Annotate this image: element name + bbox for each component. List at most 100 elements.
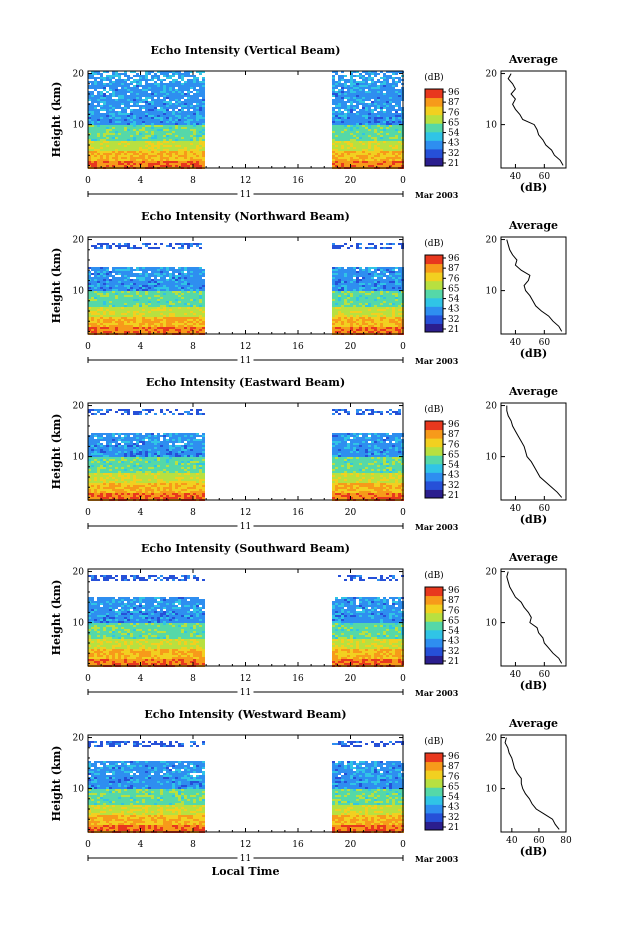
heatmap-cell (136, 83, 139, 85)
heatmap-cell (362, 83, 365, 85)
heatmap-cell (202, 103, 205, 105)
heatmap-cell (350, 129, 353, 131)
heatmap-cell (124, 103, 127, 105)
heatmap-cell (181, 121, 184, 123)
heatmap-cell (332, 115, 335, 117)
heatmap-cell (175, 321, 178, 323)
heatmap-cell (199, 95, 202, 97)
heatmap-cell (127, 107, 130, 109)
colorbar-swatch (425, 123, 443, 133)
heatmap-cell (136, 275, 139, 277)
heatmap-cell (377, 121, 380, 123)
heatmap-cell (133, 111, 136, 113)
heatmap-cell (106, 137, 109, 139)
heatmap-cell (199, 277, 202, 279)
heatmap-cell (341, 139, 344, 141)
heatmap-cell (187, 247, 190, 249)
heatmap-cell (88, 307, 91, 309)
heatmap-cell (139, 107, 142, 109)
heatmap-cell (172, 93, 175, 95)
heatmap-cell (383, 85, 386, 87)
heatmap-cell (178, 311, 181, 313)
heatmap-cell (154, 107, 157, 109)
heatmap-cell (124, 97, 127, 99)
heatmap-cell (359, 151, 362, 153)
heatmap-cell (332, 305, 335, 307)
heatmap-cell (166, 283, 169, 285)
heatmap-cell (199, 243, 202, 245)
heatmap-cell (202, 143, 205, 145)
heatmap-cell (148, 87, 151, 89)
heatmap-cell (338, 109, 341, 111)
heatmap-cell (91, 163, 94, 165)
heatmap-cell (133, 97, 136, 99)
heatmap-cell (169, 113, 172, 115)
heatmap-cell (94, 307, 97, 309)
heatmap-cell (196, 109, 199, 111)
heatmap-cell (151, 103, 154, 105)
colorbar-swatch (425, 131, 443, 141)
heatmap-cell (368, 325, 371, 327)
heatmap-cell (380, 303, 383, 305)
heatmap-cell (335, 165, 338, 167)
heatmap-cell (350, 267, 353, 269)
heatmap-cell (112, 267, 115, 269)
heatmap-cell (154, 131, 157, 133)
heatmap-cell (347, 159, 350, 161)
heatmap-cell (103, 125, 106, 127)
heatmap-cell (163, 277, 166, 279)
heatmap-cell (356, 97, 359, 99)
heatmap-cell (362, 299, 365, 301)
heatmap-cell (124, 95, 127, 97)
heatmap-cell (377, 291, 380, 293)
heatmap-cell (142, 141, 145, 143)
heatmap-cell (145, 91, 148, 93)
heatmap-cell (344, 277, 347, 279)
heatmap-cell (380, 83, 383, 85)
heatmap-cell (371, 325, 374, 327)
heatmap-cell (374, 121, 377, 123)
heatmap-cell (106, 321, 109, 323)
colorbar-tick-label: 54 (448, 129, 460, 139)
heatmap-cell (335, 163, 338, 165)
heatmap-cell (121, 123, 124, 125)
heatmap-cell (187, 269, 190, 271)
heatmap-cell (163, 101, 166, 103)
heatmap-cell (392, 157, 395, 159)
heatmap-cell (142, 143, 145, 145)
heatmap-cell (118, 141, 121, 143)
heatmap-cell (181, 323, 184, 325)
heatmap-cell (94, 273, 97, 275)
heatmap-cell (332, 99, 335, 101)
heatmap-cell (169, 97, 172, 99)
heatmap-cell (187, 309, 190, 311)
heatmap-cell (344, 315, 347, 317)
heatmap-cell (133, 329, 136, 331)
heatmap-cell (163, 107, 166, 109)
heatmap-cell (181, 307, 184, 309)
heatmap-cell (353, 79, 356, 81)
heatmap-cell (166, 125, 169, 127)
heatmap-cell (365, 73, 368, 75)
heatmap-cell (178, 87, 181, 89)
heatmap-cell (356, 327, 359, 329)
heatmap-cell (112, 269, 115, 271)
heatmap-cell (178, 103, 181, 105)
heatmap-cell (133, 245, 136, 247)
heatmap-cell (332, 113, 335, 115)
heatmap-cell (335, 283, 338, 285)
heatmap-cell (142, 117, 145, 119)
heatmap-cell (133, 309, 136, 311)
heatmap-cell (356, 85, 359, 87)
heatmap-cell (118, 115, 121, 117)
heatmap-cell (166, 103, 169, 105)
heatmap-cell (181, 163, 184, 165)
heatmap-cell (97, 159, 100, 161)
heatmap-cell (380, 311, 383, 313)
heatmap-cell (151, 159, 154, 161)
heatmap-cell (112, 117, 115, 119)
heatmap-cell (202, 91, 205, 93)
heatmap-cell (169, 327, 172, 329)
heatmap-cell (359, 145, 362, 147)
heatmap-cell (335, 279, 338, 281)
